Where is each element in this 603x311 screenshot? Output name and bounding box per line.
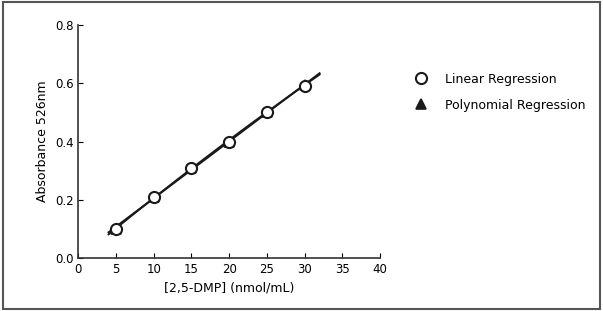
Polynomial Regression [150, 195, 157, 199]
Linear Regression [263, 110, 270, 114]
Polynomial Regression [263, 110, 270, 114]
Linear Regression [150, 195, 157, 199]
Line: Polynomial Regression: Polynomial Regression [111, 80, 309, 234]
Legend: Linear Regression, Polynomial Regression: Linear Regression, Polynomial Regression [401, 66, 592, 118]
Polynomial Regression [112, 227, 119, 231]
Polynomial Regression [188, 166, 195, 169]
X-axis label: [2,5-DMP] (nmol/mL): [2,5-DMP] (nmol/mL) [164, 281, 294, 295]
Polynomial Regression [226, 140, 233, 143]
Linear Regression [301, 84, 308, 88]
Line: Linear Regression: Linear Regression [110, 81, 310, 234]
Linear Regression [226, 140, 233, 143]
Linear Regression [188, 166, 195, 169]
Y-axis label: Absorbance 526nm: Absorbance 526nm [36, 81, 49, 202]
Polynomial Regression [301, 83, 308, 86]
Linear Regression [112, 227, 119, 231]
